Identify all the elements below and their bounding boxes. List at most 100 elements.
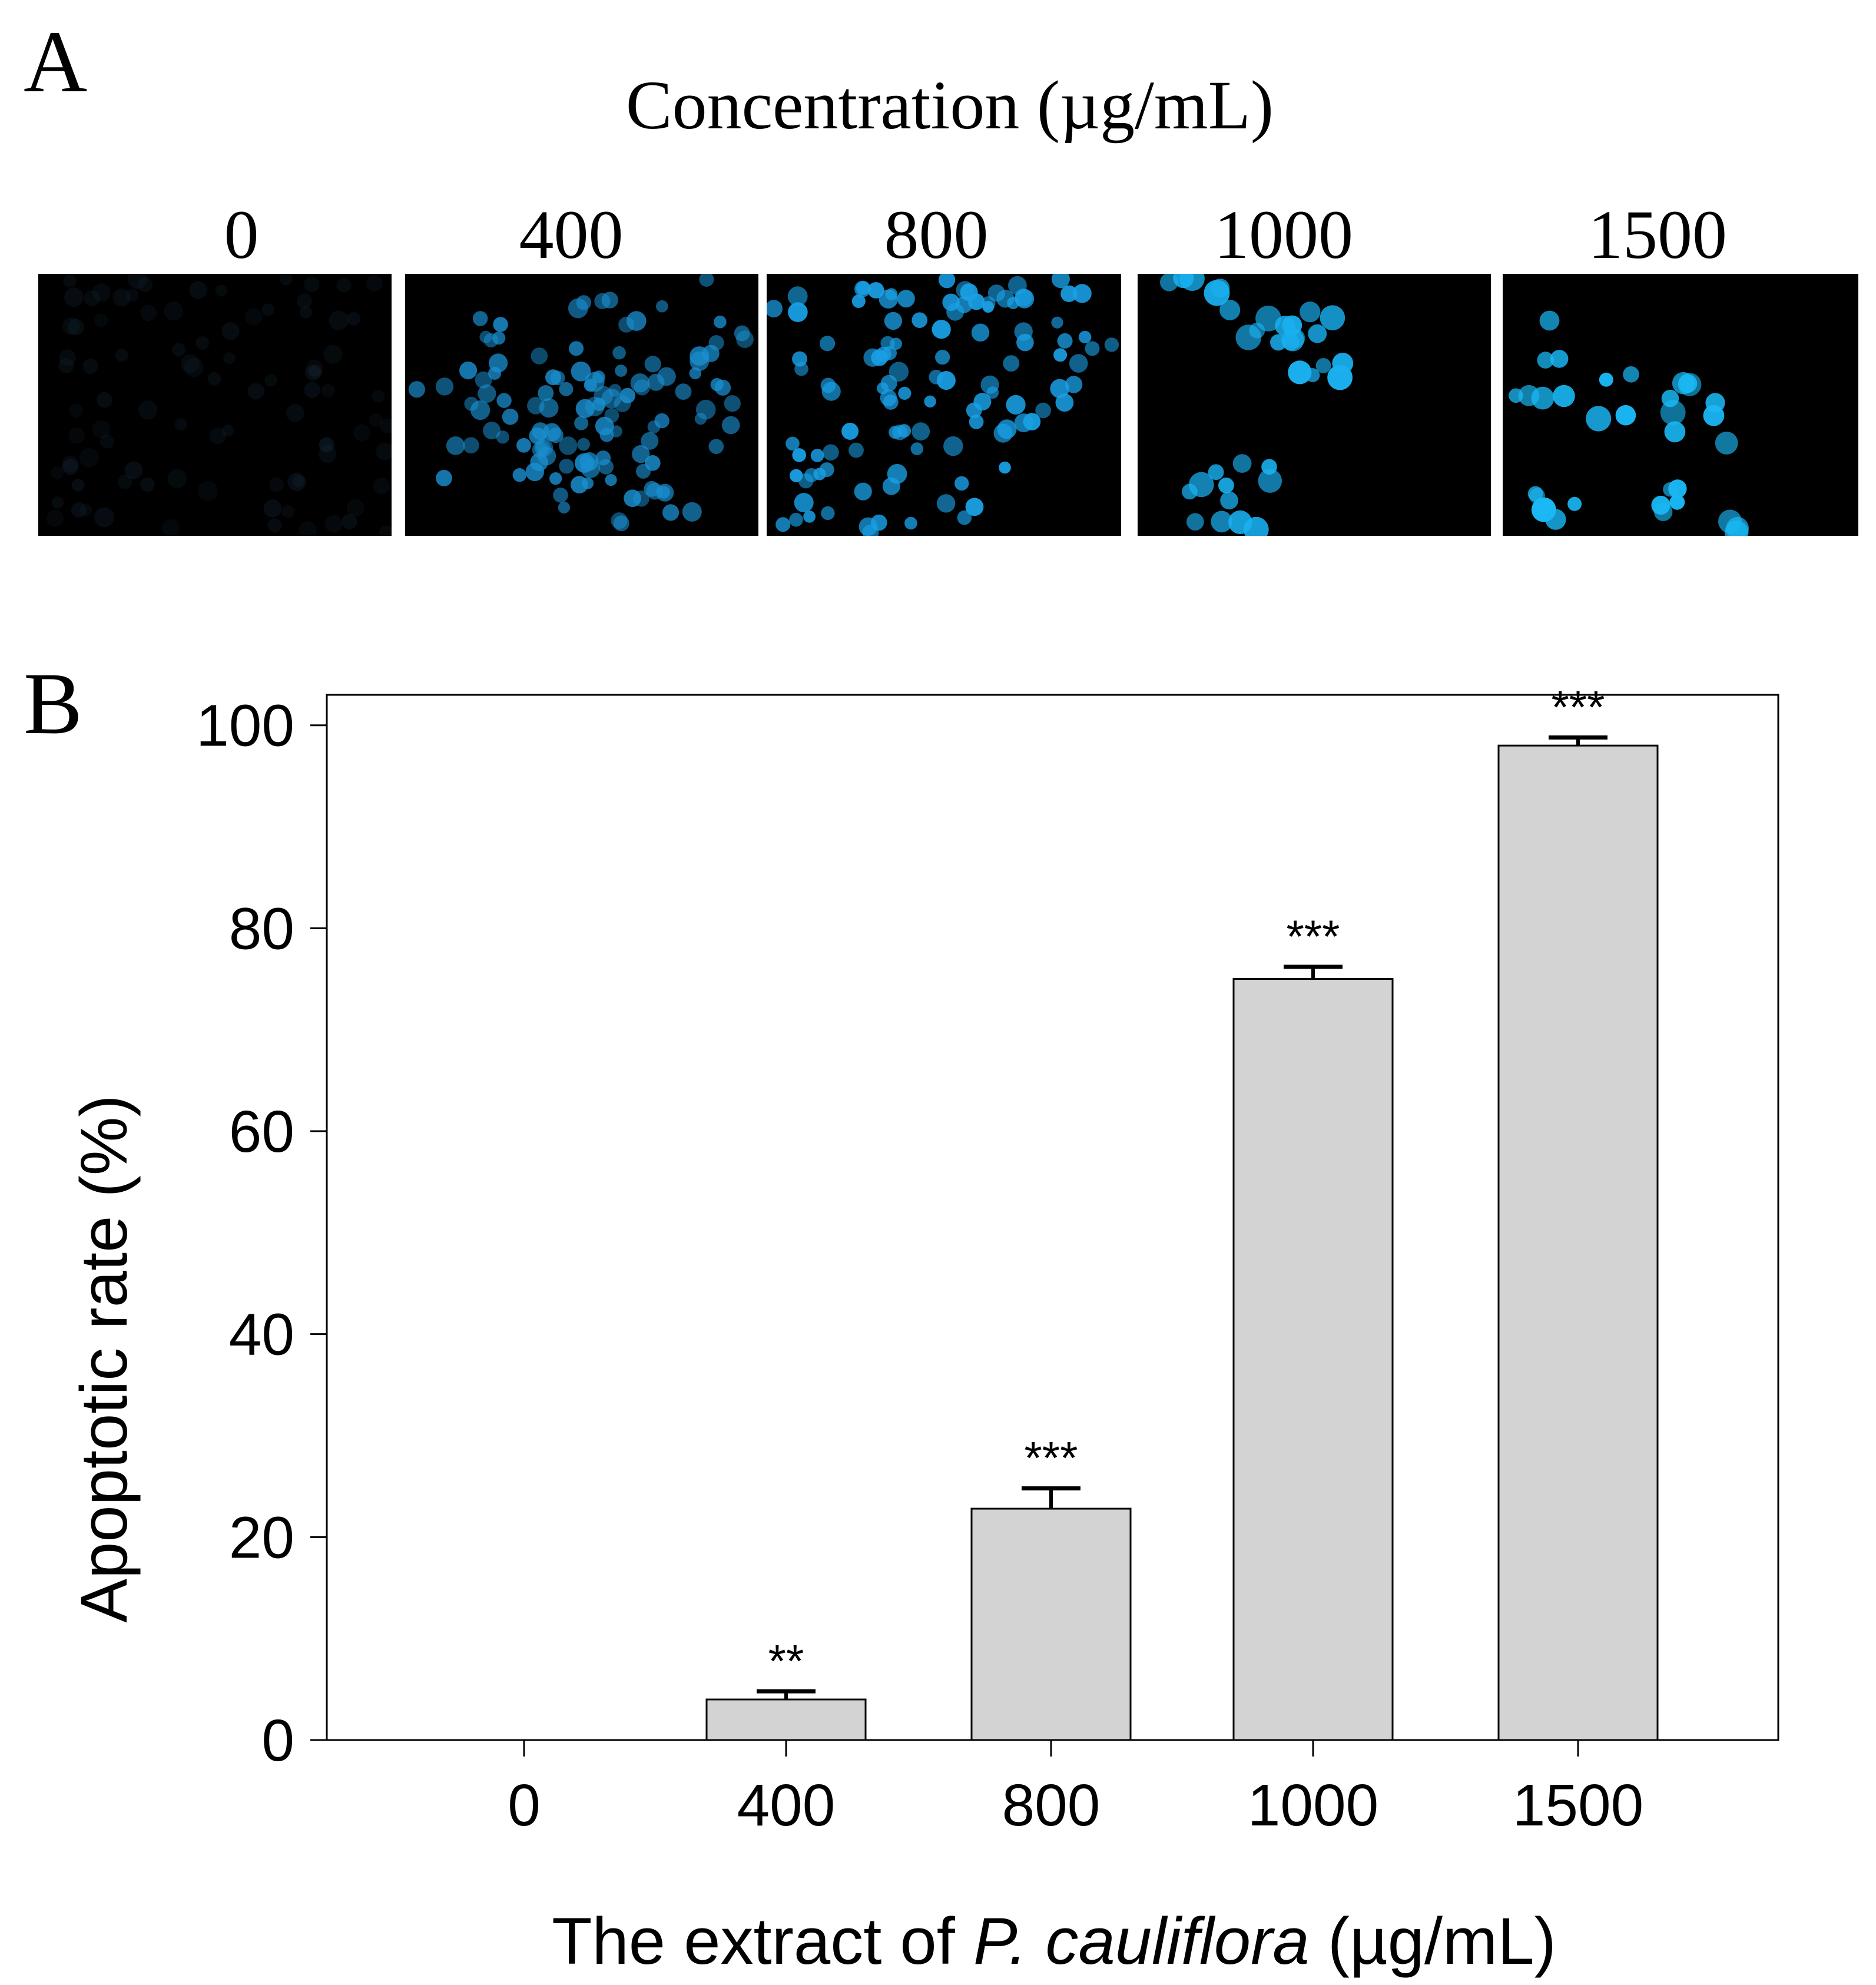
nucleus xyxy=(1065,376,1083,393)
nucleus xyxy=(619,387,635,404)
nucleus xyxy=(71,479,85,492)
nucleus xyxy=(478,384,496,403)
nucleus xyxy=(264,374,277,387)
x-axis-label: The extract of P. cauliflora (µg/mL) xyxy=(552,1904,1556,1978)
nucleus xyxy=(879,289,898,309)
nucleus xyxy=(785,436,800,451)
nucleus xyxy=(699,274,714,287)
nucleus xyxy=(904,516,917,530)
nucleus xyxy=(82,358,98,375)
nucleus xyxy=(347,312,361,326)
nucleus xyxy=(127,274,147,289)
nucleus xyxy=(960,283,978,301)
nucleus xyxy=(714,379,731,396)
nucleus xyxy=(342,513,357,530)
nucleus xyxy=(936,371,956,390)
nucleus xyxy=(980,375,999,394)
nucleus xyxy=(1051,316,1063,329)
nucleus xyxy=(601,291,618,309)
nucleus xyxy=(820,336,836,352)
nucleus xyxy=(571,362,591,382)
nucleus xyxy=(887,463,907,484)
nucleus xyxy=(708,335,724,351)
nucleus xyxy=(682,502,702,522)
nucleus xyxy=(851,294,866,308)
nucleus xyxy=(1014,322,1033,341)
nucleus xyxy=(823,444,839,461)
nucleus xyxy=(323,344,343,364)
nucleus xyxy=(483,422,501,440)
nucleus xyxy=(1060,285,1078,302)
nucleus xyxy=(559,382,574,396)
nucleus xyxy=(195,336,210,350)
nucleus xyxy=(304,276,320,293)
nucleus xyxy=(604,408,619,423)
nucleus xyxy=(854,482,872,501)
nucleus xyxy=(690,346,710,366)
nucleus xyxy=(1664,421,1686,443)
nucleus xyxy=(571,476,588,493)
nucleus xyxy=(957,510,972,525)
nucleus xyxy=(1057,333,1073,349)
nucleus xyxy=(1281,329,1304,352)
nucleus xyxy=(1545,509,1566,530)
nucleus xyxy=(714,315,727,329)
nucleus xyxy=(172,343,185,357)
nucleus xyxy=(71,502,87,518)
nucleus xyxy=(605,474,617,486)
nucleus xyxy=(767,300,783,318)
nucleus xyxy=(319,445,337,463)
nucleus xyxy=(982,301,995,313)
nucleus xyxy=(488,366,502,380)
nucleus xyxy=(936,494,956,513)
nucleus xyxy=(1537,352,1554,369)
nucleus xyxy=(569,341,584,356)
nucleus xyxy=(935,350,950,365)
nucleus xyxy=(1599,372,1613,387)
nucleus xyxy=(1211,279,1230,298)
nucleus xyxy=(325,515,343,533)
nucleus xyxy=(162,519,180,536)
image-label-1000: 1000 xyxy=(1214,196,1353,273)
nucleus xyxy=(577,438,590,451)
nucleus xyxy=(167,469,187,489)
nucleus xyxy=(436,470,452,486)
nucleus xyxy=(164,301,183,321)
panel-b-label: B xyxy=(24,655,83,753)
x-tick-label: 1500 xyxy=(1513,1772,1643,1838)
nucleus xyxy=(62,458,79,475)
x-axis-label-prefix: The extract of xyxy=(552,1904,973,1978)
nucleus xyxy=(1288,360,1312,385)
nucleus xyxy=(435,377,454,396)
nucleus xyxy=(1718,509,1742,533)
nucleus xyxy=(319,437,333,452)
nucleus xyxy=(912,422,930,441)
nucleus xyxy=(479,330,492,343)
nucleus xyxy=(1160,274,1178,291)
nucleus xyxy=(1332,353,1354,374)
y-tick-label: 100 xyxy=(196,693,294,759)
nucleus xyxy=(137,277,153,293)
nucleus xyxy=(792,448,806,462)
nucleus xyxy=(662,504,680,521)
nucleus xyxy=(221,424,234,437)
nucleus xyxy=(336,278,352,293)
nucleus xyxy=(787,286,808,307)
nucleus xyxy=(1051,274,1070,289)
nucleus xyxy=(1315,358,1331,373)
nucleus xyxy=(821,382,841,401)
nucleus xyxy=(647,420,661,433)
nucleus xyxy=(1182,483,1198,500)
nucleus xyxy=(210,428,226,445)
nucleus xyxy=(880,336,895,351)
nucleus xyxy=(464,396,479,411)
nucleus xyxy=(1654,502,1673,521)
nucleus xyxy=(804,468,818,482)
nucleus xyxy=(58,358,74,373)
nucleus xyxy=(1050,379,1069,399)
nucleus xyxy=(79,503,92,516)
nucleus xyxy=(184,357,204,377)
nucleus xyxy=(1186,513,1204,531)
nucleus xyxy=(969,415,984,429)
nucleus xyxy=(51,466,64,479)
